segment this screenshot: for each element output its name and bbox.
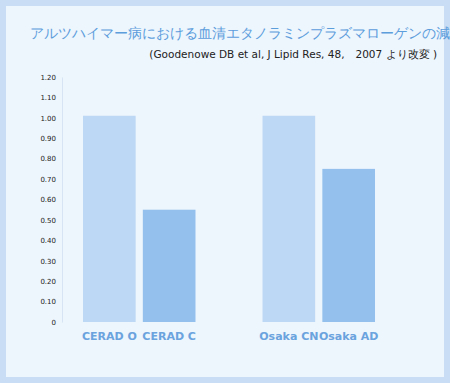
- tick: 1.00: [40, 115, 62, 123]
- tick-label: 0: [52, 319, 56, 327]
- tick-label: 0.20: [40, 278, 56, 286]
- tick: 0.10: [40, 298, 62, 306]
- tick-label: 1.10: [40, 94, 56, 102]
- tick: 0.30: [40, 257, 62, 265]
- panel: [6, 6, 444, 377]
- tick-label: 0.30: [40, 257, 56, 265]
- tick: 1.20: [40, 74, 62, 82]
- tick: 0.90: [40, 135, 62, 143]
- subtitle: (Goodenowe DB et al, J Lipid Res, 48, 20…: [149, 48, 437, 60]
- category-label: Osaka CN: [259, 330, 318, 343]
- tick: 0.80: [40, 155, 62, 163]
- tick: 0.60: [40, 196, 62, 204]
- tick: 0.40: [40, 237, 62, 245]
- bars: [83, 116, 375, 322]
- tick-label: 0.40: [40, 237, 56, 245]
- axis-line: [62, 78, 63, 323]
- tick-label: 0.80: [40, 155, 56, 163]
- category-label: Osaka AD: [319, 330, 379, 343]
- tick-label: 0.10: [40, 298, 56, 306]
- tick-label: 0.50: [40, 217, 56, 225]
- x-axis: CERAD O CERAD C Osaka CNOsaka AD: [82, 330, 379, 343]
- tick-label: 1.20: [40, 74, 56, 82]
- category-label: CERAD C: [142, 330, 196, 343]
- tick-label: 0.70: [40, 176, 56, 184]
- frame: [0, 0, 450, 383]
- title: アルツハイマー病における血清エタノラミンプラズマローゲンの減少: [30, 25, 450, 41]
- tick: 0.70: [40, 176, 62, 184]
- category-label: CERAD O: [82, 330, 137, 343]
- chart: アルツハイマー病における血清エタノラミンプラズマローゲンの減少 (Goodenow…: [0, 0, 450, 383]
- tick: 0.20: [40, 278, 62, 286]
- bar: [83, 116, 136, 322]
- bar: [263, 116, 316, 322]
- bar: [143, 210, 196, 322]
- bar: [322, 169, 375, 322]
- tick-label: 0.60: [40, 196, 56, 204]
- y-axis: 0 0.10 0.20 0.30 0.40 0.50 0.60 0.70 0.80 0.90 1.0…: [40, 74, 62, 327]
- tick: 0.50: [40, 217, 62, 225]
- tick: 1.10: [40, 94, 62, 102]
- tick: 0: [52, 319, 62, 327]
- tick-label: 1.00: [40, 115, 56, 123]
- tick-label: 0.90: [40, 135, 56, 143]
